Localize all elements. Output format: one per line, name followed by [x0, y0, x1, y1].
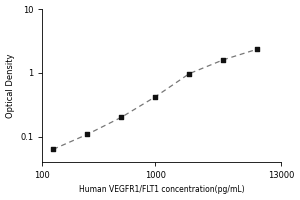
Point [255, 48, 260, 51]
Point [85, 133, 90, 136]
Point [221, 58, 226, 61]
Point [153, 95, 158, 98]
Point [51, 148, 56, 151]
X-axis label: Human VEGFR1/FLT1 concentration(pg/mL): Human VEGFR1/FLT1 concentration(pg/mL) [79, 185, 244, 194]
Y-axis label: Optical Density: Optical Density [6, 53, 15, 118]
Point [119, 116, 124, 119]
Point [187, 72, 192, 75]
